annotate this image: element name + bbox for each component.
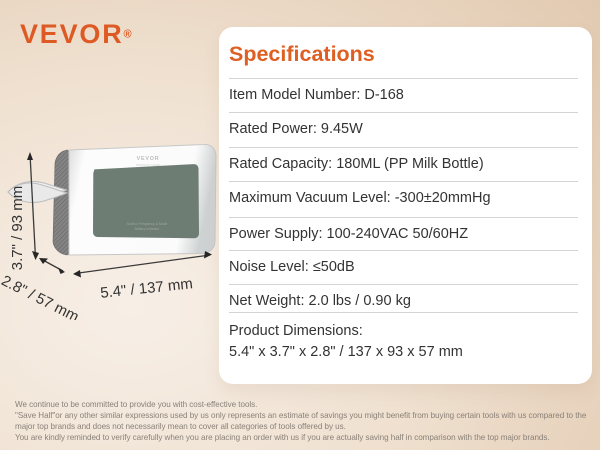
svg-text:3.7" / 93 mm: 3.7" / 93 mm <box>9 186 26 271</box>
svg-text:5.4" / 137 mm: 5.4" / 137 mm <box>99 275 193 302</box>
svg-text:2.8" / 57 mm: 2.8" / 57 mm <box>0 272 82 320</box>
